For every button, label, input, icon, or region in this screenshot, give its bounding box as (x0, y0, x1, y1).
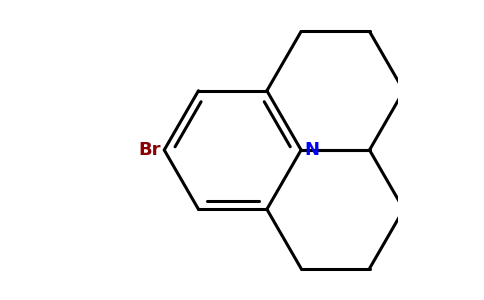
Text: N: N (305, 141, 320, 159)
Text: Br: Br (138, 141, 161, 159)
